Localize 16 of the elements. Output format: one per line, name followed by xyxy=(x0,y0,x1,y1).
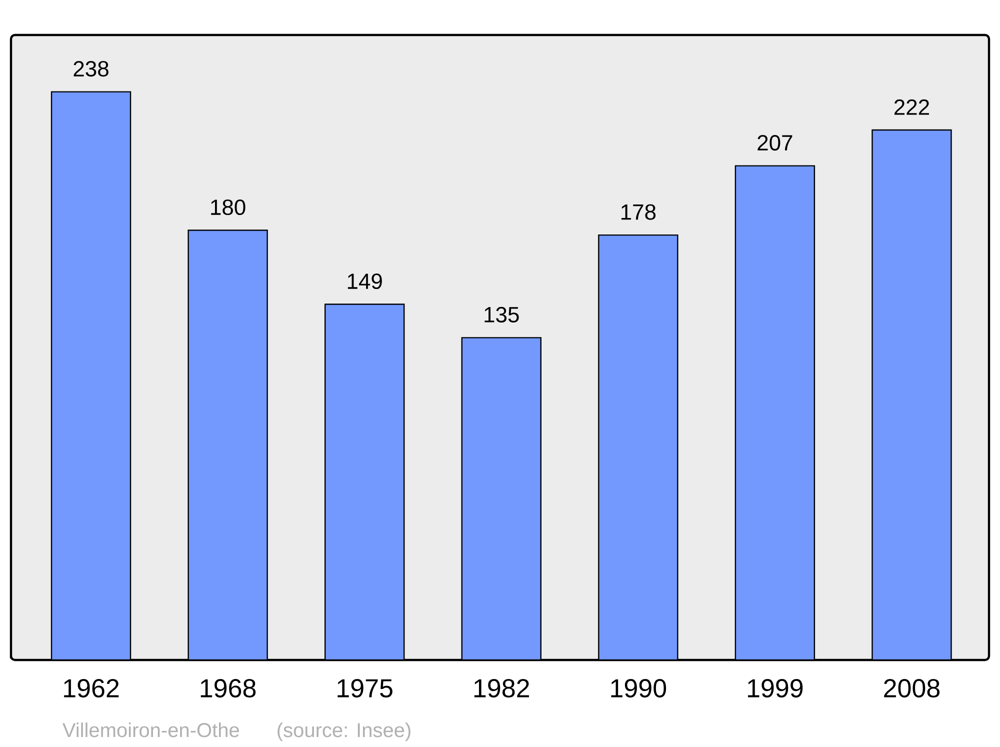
text: (source: Insee) xyxy=(278,722,410,742)
data-label: 207 xyxy=(758,134,792,151)
x-tick-label: 1968 xyxy=(200,679,256,698)
x-tick-label: 1990 xyxy=(611,679,666,698)
x-tick-label: 1975 xyxy=(338,679,392,698)
data-label: 180 xyxy=(211,199,246,216)
x-tick-label: 1982 xyxy=(474,679,529,698)
text: Villemoiron-en-Othe xyxy=(62,722,239,738)
data-label: 222 xyxy=(894,99,929,115)
x-tick-label: 2008 xyxy=(884,679,940,698)
data-label: 149 xyxy=(348,273,382,290)
x-tick-label: 1962 xyxy=(64,679,119,698)
data-label: 135 xyxy=(484,306,519,322)
x-tick-label: 1999 xyxy=(748,679,803,698)
data-label: 178 xyxy=(621,204,656,220)
data-label: 238 xyxy=(74,60,108,77)
